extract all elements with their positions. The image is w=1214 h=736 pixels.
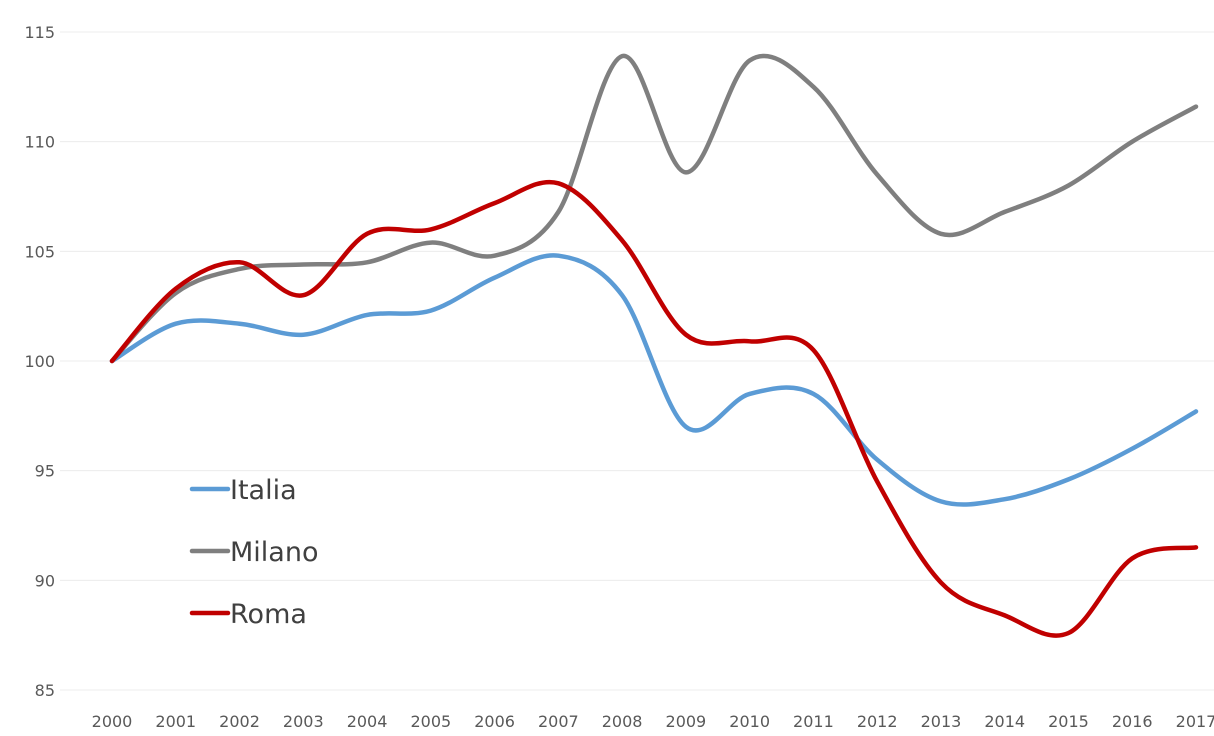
- x-tick-label: 2012: [857, 712, 898, 731]
- x-tick-label: 2001: [155, 712, 196, 731]
- grid-lines: [60, 31, 1214, 691]
- x-tick-label: 2015: [1048, 712, 1089, 731]
- y-tick-label: 90: [35, 571, 55, 590]
- x-tick-label: 2014: [984, 712, 1025, 731]
- y-tick-label: 95: [35, 462, 55, 481]
- legend-label-italia: Italia: [230, 475, 297, 506]
- legend-item-milano: Milano: [189, 537, 318, 568]
- x-tick-label: 2006: [474, 712, 515, 731]
- x-axis-ticks: 2000 2001 2002 2003 2004 2005 2006 2007 2008 2009…: [92, 712, 1214, 731]
- x-tick-label: 2010: [729, 712, 770, 731]
- series-line-roma: [109, 179, 1199, 638]
- y-tick-label: 115: [24, 23, 55, 42]
- x-tick-label: 2004: [347, 712, 388, 731]
- legend: Italia Milano Roma: [189, 475, 318, 630]
- x-tick-label: 2008: [602, 712, 643, 731]
- x-tick-label: 2011: [793, 712, 834, 731]
- series-lines: [109, 53, 1199, 638]
- legend-label-roma: Roma: [230, 599, 307, 630]
- legend-item-italia: Italia: [189, 475, 297, 506]
- x-tick-label: 2016: [1112, 712, 1153, 731]
- x-tick-label: 2003: [283, 712, 324, 731]
- x-tick-label: 2017: [1176, 712, 1214, 731]
- y-tick-label: 110: [24, 133, 55, 152]
- y-tick-label: 105: [24, 242, 55, 261]
- y-tick-label: 85: [35, 681, 55, 700]
- series-line-italia: [109, 253, 1199, 507]
- x-tick-label: 2007: [538, 712, 579, 731]
- x-tick-label: 2005: [410, 712, 451, 731]
- y-axis-ticks: 85 90 95 100 105 110 115: [24, 23, 55, 700]
- x-tick-label: 2000: [92, 712, 133, 731]
- y-tick-label: 100: [24, 352, 55, 371]
- x-tick-label: 2009: [666, 712, 707, 731]
- legend-label-milano: Milano: [230, 537, 318, 568]
- series-line-milano: [109, 53, 1199, 364]
- legend-item-roma: Roma: [189, 599, 307, 630]
- x-tick-label: 2013: [921, 712, 962, 731]
- x-tick-label: 2002: [219, 712, 260, 731]
